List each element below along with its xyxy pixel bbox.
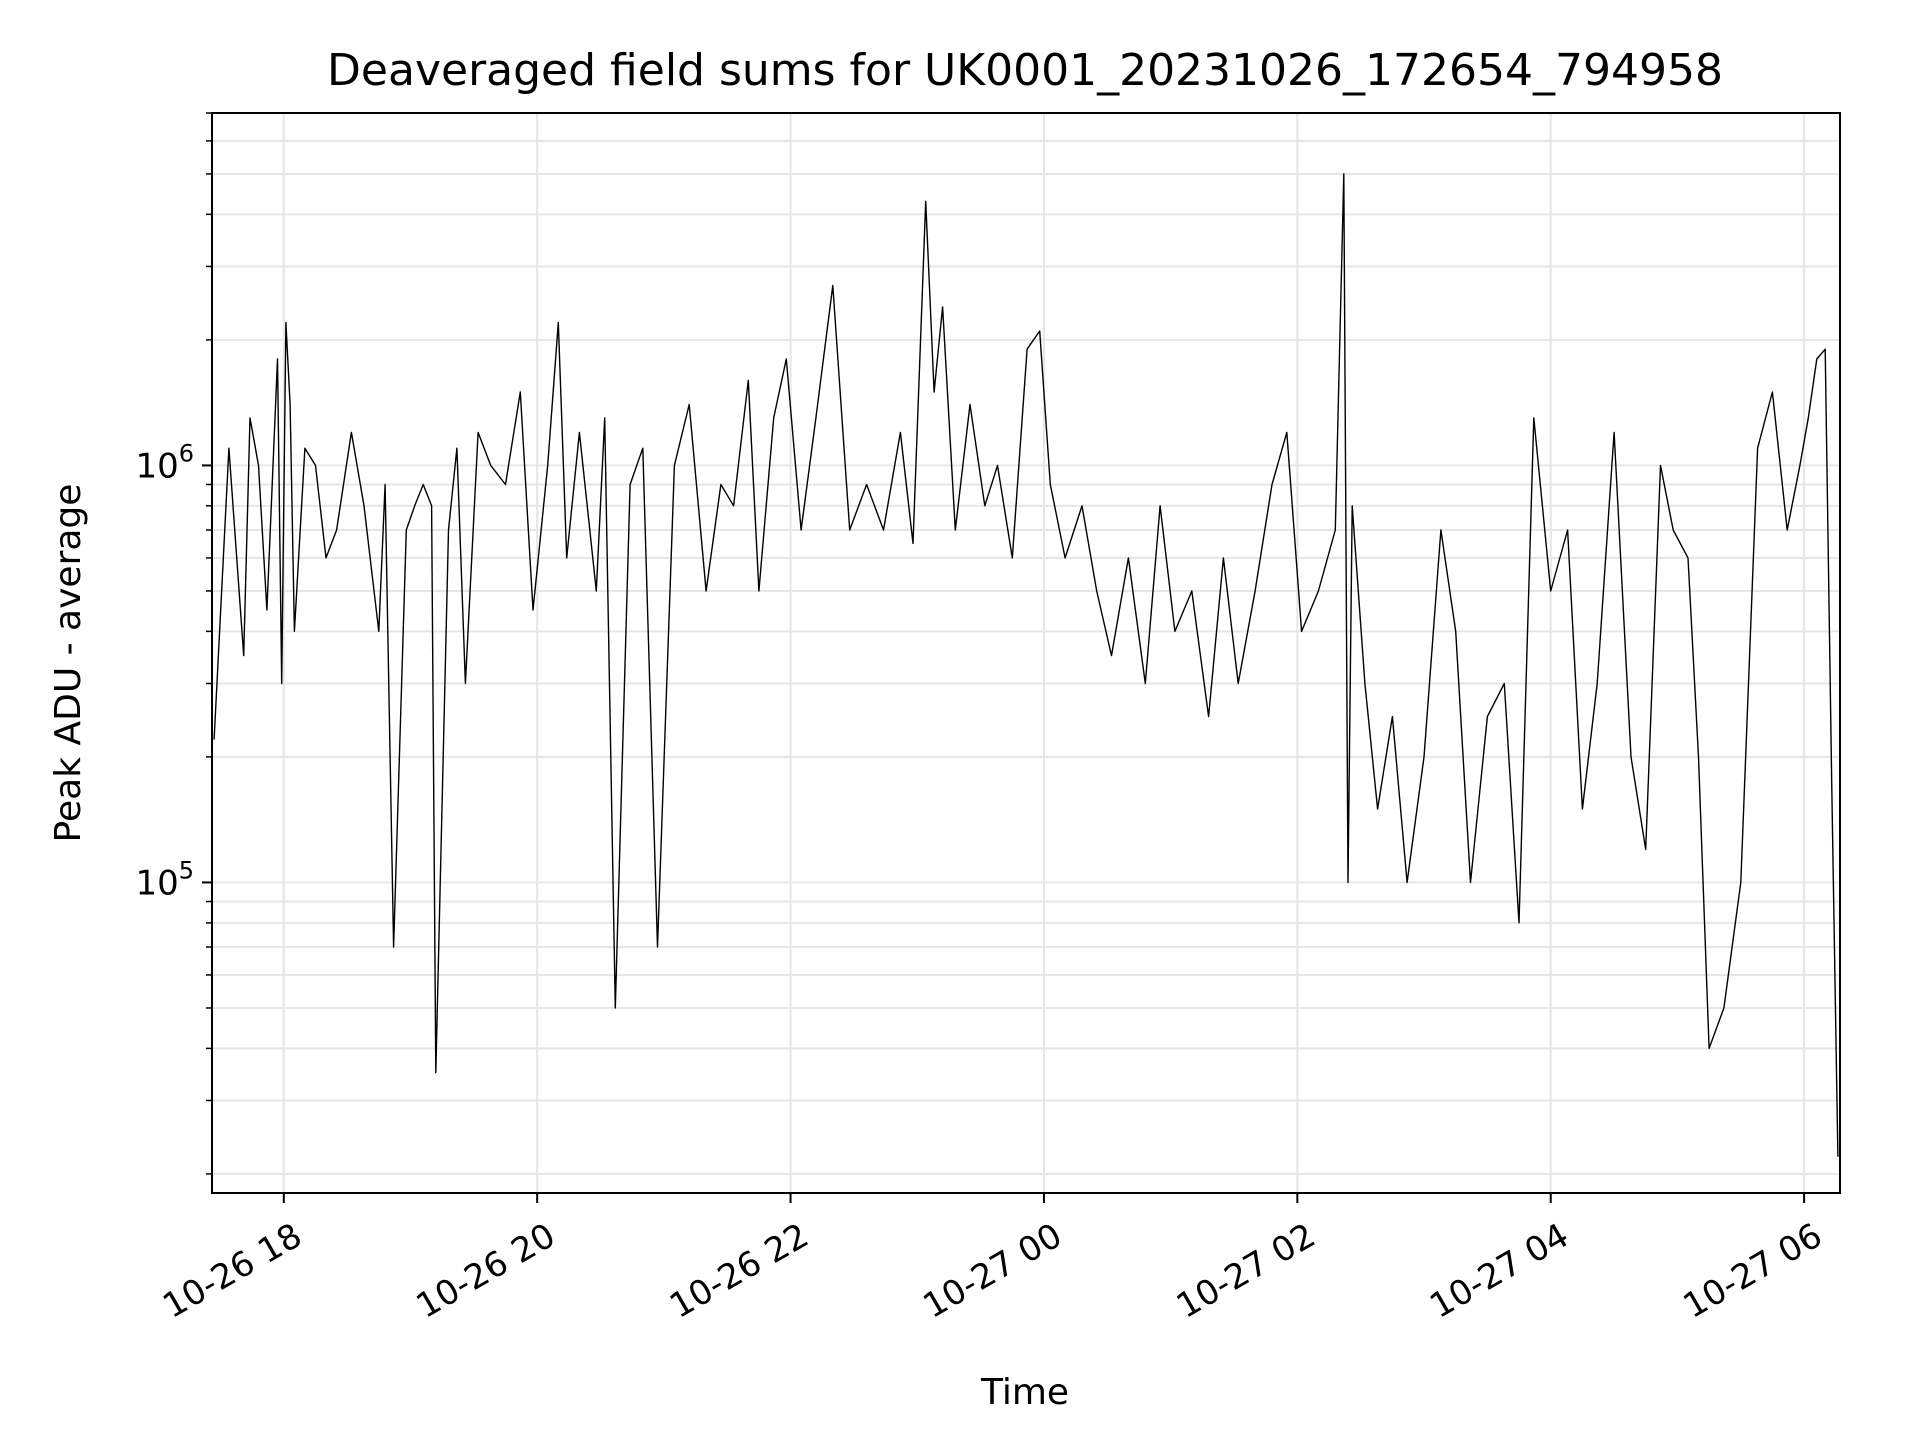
series-layer: [213, 173, 1839, 1157]
grid: [212, 112, 1840, 1193]
chart-title: Deaveraged field sums for UK0001_2023102…: [327, 45, 1723, 96]
y-axis-title: Peak ADU - average: [48, 484, 89, 843]
y-tick-label: 106: [135, 439, 194, 486]
y-axis: 105 106: [135, 112, 212, 1175]
series-line: [213, 173, 1839, 1157]
x-axis-title: Time: [980, 1372, 1069, 1413]
y-tick-label: 105: [135, 856, 194, 903]
plot-frame: [211, 112, 1841, 1194]
